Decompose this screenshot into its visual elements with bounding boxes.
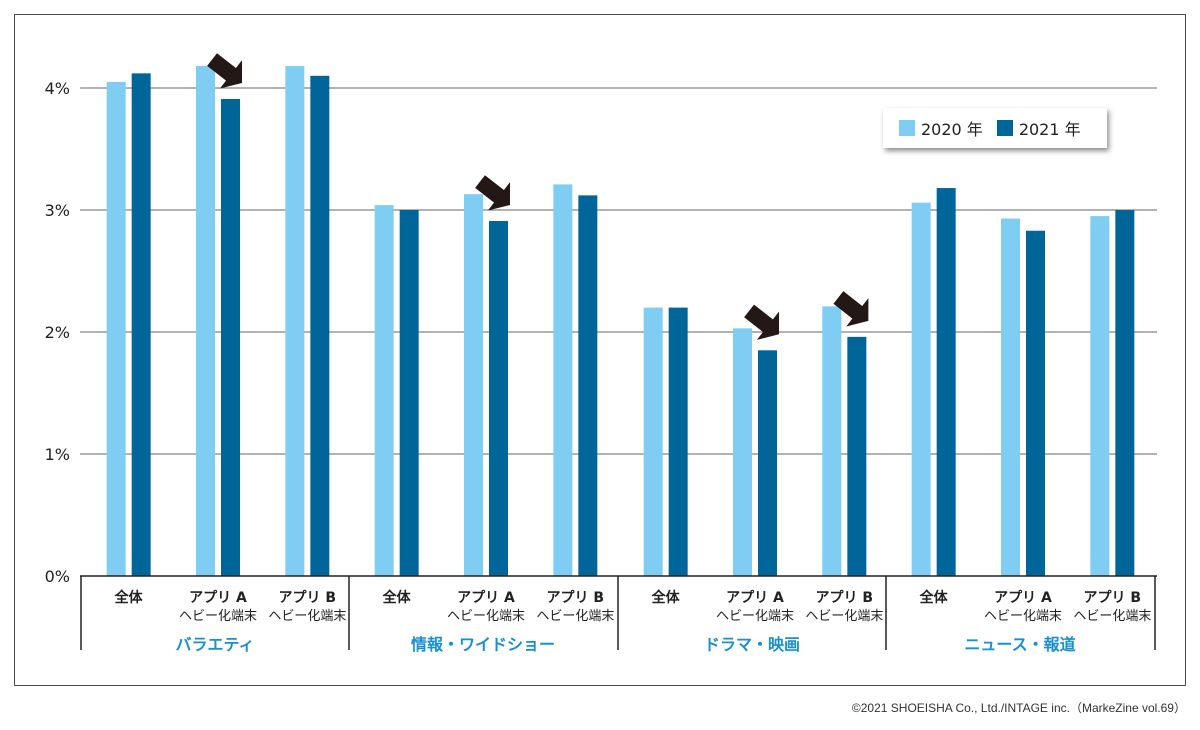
bar-2021-g3-c2 [758, 350, 777, 576]
legend-item-2021: 2021 年 [996, 116, 1081, 140]
bar-2020-g2-c3 [553, 184, 573, 576]
arrow-indicator-g1-c2 [207, 53, 243, 89]
bar-2020-g3-c3 [822, 306, 842, 576]
y-tick-label-2: 2% [45, 323, 70, 342]
category-label: アプリ A [189, 590, 247, 606]
group-label: 情報・ワイドショー [411, 635, 555, 654]
bar-2021-g2-c2 [489, 220, 508, 577]
category-sublabel: ヘビー化端末 [447, 609, 525, 624]
bar-2021-g3-c3 [847, 336, 867, 576]
category-sublabel: ヘビー化端末 [716, 609, 794, 624]
arrow-indicator-g2-c2 [475, 175, 511, 211]
category-label: アプリ A [726, 590, 784, 606]
bar-2020-g4-c1 [911, 202, 931, 576]
category-label: アプリ B [547, 590, 605, 606]
bar-2020-g1-c2 [196, 66, 215, 576]
bar-2020-g3-c1 [643, 307, 663, 576]
bar-2020-g4-c2 [1001, 218, 1020, 577]
category-sublabel: ヘビー化端末 [805, 609, 883, 624]
legend: 2020 年 2021 年 [883, 108, 1107, 148]
category-sublabel: ヘビー化端末 [984, 609, 1062, 624]
legend-label-2021: 2021 年 [1018, 120, 1081, 139]
chart-frame [14, 14, 1186, 686]
bar-2020-g1-c1 [106, 81, 126, 577]
group-label: ニュース・報道 [964, 635, 1075, 654]
y-tick-label-1: 1% [45, 445, 70, 464]
arrow-indicator-g3-c2 [744, 304, 780, 340]
category-label: アプリ A [994, 590, 1052, 606]
category-label: アプリ B [279, 590, 337, 606]
category-sublabel: ヘビー化端末 [536, 609, 614, 624]
copyright-notice: ©2021 SHOEISHA Co., Ltd./INTAGE inc.（Mar… [851, 701, 1186, 715]
bar-2021-g1-c2 [221, 98, 240, 576]
group-label: バラエティ [175, 635, 254, 654]
category-sublabel: ヘビー化端末 [179, 609, 257, 624]
legend-item-2020: 2020 年 [899, 116, 983, 140]
bar-2021-g2-c3 [578, 195, 598, 577]
bar-2020-g2-c1 [374, 205, 394, 576]
bar-2021-g1-c1 [131, 73, 151, 577]
bar-2020-g2-c2 [464, 194, 483, 576]
legend-label-2020: 2020 年 [921, 120, 983, 139]
category-sublabel: ヘビー化端末 [268, 609, 346, 624]
bar-2021-g4-c3 [1115, 210, 1135, 576]
category-sublabel: ヘビー化端末 [1073, 609, 1151, 624]
category-label: 全体 [114, 589, 144, 606]
arrow-indicator-g3-c3 [833, 291, 869, 327]
category-label: 全体 [651, 589, 681, 606]
bar-2020-g3-c2 [733, 328, 752, 576]
bar-2021-g1-c3 [310, 75, 330, 577]
y-tick-label-4: 4% [45, 79, 70, 98]
category-label: アプリ B [816, 590, 874, 606]
y-tick-label-0: 0% [45, 567, 70, 586]
bar-2021-g2-c1 [399, 210, 419, 576]
bar-2021-g4-c2 [1026, 230, 1045, 577]
category-label: アプリ B [1084, 590, 1142, 606]
category-label: 全体 [919, 589, 949, 606]
legend-swatch-2020 [899, 120, 915, 136]
group-label: ドラマ・映画 [704, 635, 800, 654]
bar-2021-g3-c1 [668, 307, 688, 576]
bar-2021-g4-c1 [936, 188, 956, 577]
category-label: アプリ A [457, 590, 515, 606]
bar-2020-g1-c3 [285, 66, 305, 576]
bar-2020-g4-c3 [1090, 216, 1110, 576]
category-label: 全体 [382, 589, 412, 606]
y-tick-label-3: 3% [45, 201, 70, 220]
legend-swatch-2021 [996, 120, 1013, 136]
